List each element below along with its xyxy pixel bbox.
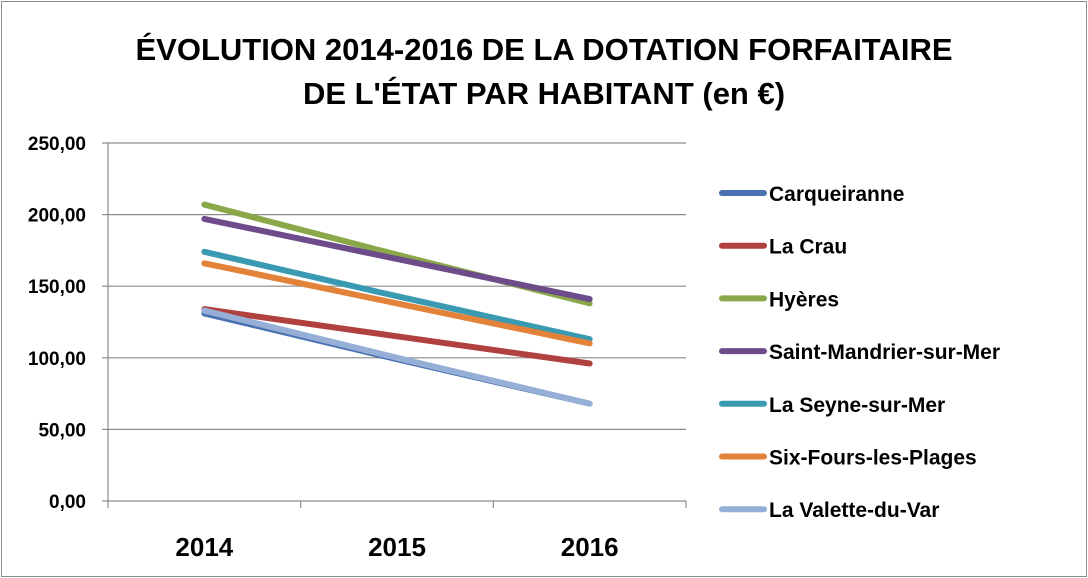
gridlines xyxy=(108,142,686,430)
axes xyxy=(102,142,687,508)
series-line xyxy=(201,215,593,303)
y-axis-ticks: 0,00 50,00 100,00 150,00 200,00 250,00 xyxy=(28,134,86,513)
legend: Carqueiranne La Crau Hyères Saint-Mandrier-… xyxy=(719,183,1000,522)
y-tick-label: 0,00 xyxy=(49,492,86,513)
series-line xyxy=(201,260,593,347)
x-tick-label: 2014 xyxy=(175,532,233,562)
chart-title-line-1: ÉVOLUTION 2014-2016 DE LA DOTATION FORFA… xyxy=(135,32,953,67)
legend-label: Six-Fours-les-Plages xyxy=(769,447,977,470)
x-tick-label: 2015 xyxy=(368,532,426,562)
y-tick-label: 50,00 xyxy=(38,420,86,441)
series-line xyxy=(201,307,593,407)
series-line xyxy=(201,248,593,343)
legend-label: Saint-Mandrier-sur-Mer xyxy=(769,341,1000,364)
legend-label: La Crau xyxy=(769,236,847,259)
legend-label: Hyères xyxy=(769,288,839,311)
legend-label: La Seyne-sur-Mer xyxy=(769,394,945,417)
chart-title: ÉVOLUTION 2014-2016 DE LA DOTATION FORFA… xyxy=(0,28,1088,116)
x-tick-label: 2016 xyxy=(561,532,619,562)
legend-label: La Valette-du-Var xyxy=(769,499,939,522)
y-tick-label: 100,00 xyxy=(28,349,86,370)
y-tick-label: 250,00 xyxy=(28,134,86,155)
x-axis-ticks: 2014 2015 2016 xyxy=(175,532,618,562)
y-tick-label: 150,00 xyxy=(28,277,86,298)
series-line xyxy=(201,306,593,367)
series-lines xyxy=(201,201,593,407)
y-tick-label: 200,00 xyxy=(28,206,86,227)
chart-title-line-2: DE L'ÉTAT PAR HABITANT (en €) xyxy=(302,76,786,111)
legend-label: Carqueiranne xyxy=(769,183,904,206)
